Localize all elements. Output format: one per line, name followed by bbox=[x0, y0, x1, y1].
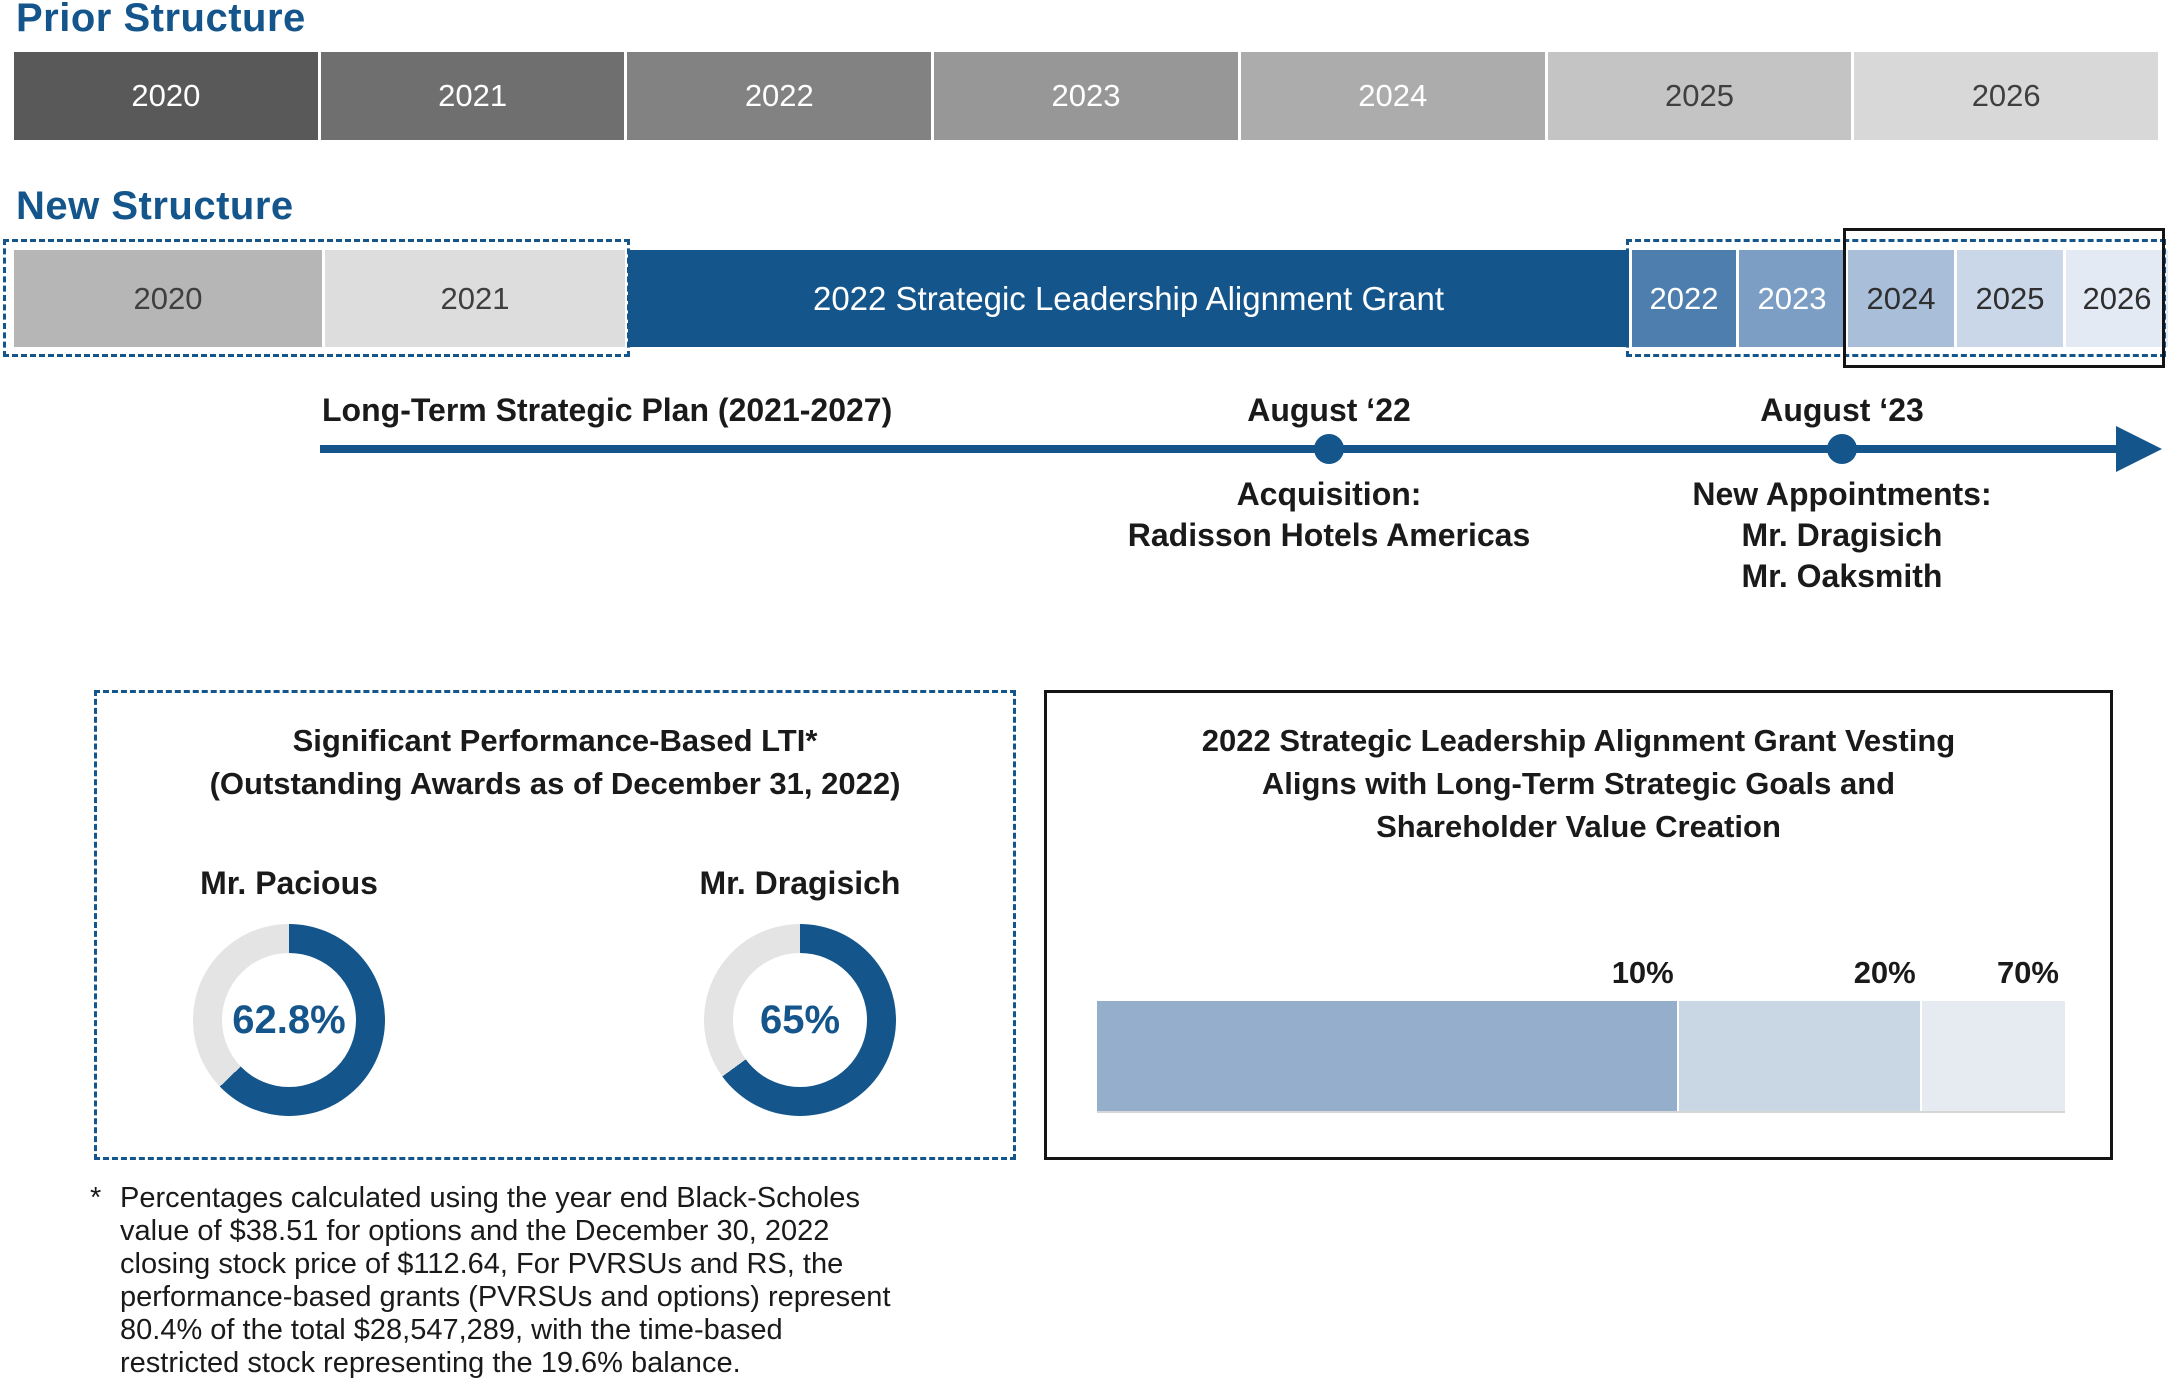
new-year-segment: 2020 bbox=[14, 250, 322, 347]
vesting-bar bbox=[1097, 1001, 2065, 1113]
new-year-segment: 2025 bbox=[1957, 250, 2063, 347]
donut-name: Mr. Dragisich bbox=[699, 865, 901, 901]
new-year-segment: 2023 bbox=[1739, 250, 1845, 347]
vesting-label: 70% bbox=[1996, 955, 2059, 990]
lti-panel-title: Significant Performance-Based LTI* (Outs… bbox=[209, 723, 901, 801]
footnote: * Percentages calculated using the year … bbox=[90, 1182, 891, 1380]
timeline-line bbox=[320, 445, 2122, 453]
vesting-labels-row: 10% 20% 70% bbox=[1097, 955, 2065, 991]
grant-segment: 2022 Strategic Leadership Alignment Gran… bbox=[628, 250, 1629, 347]
donut-value: 65% bbox=[759, 997, 841, 1042]
milestone-date: August ‘23 bbox=[1760, 392, 1924, 428]
donut-chart-dragisich: 65% bbox=[704, 924, 896, 1116]
milestone-dot bbox=[1314, 434, 1344, 464]
vesting-label: 20% bbox=[1853, 955, 1916, 990]
new-year-segment: 2022 bbox=[1632, 250, 1736, 347]
donut-value: 62.8% bbox=[232, 997, 346, 1042]
prior-year-segment: 2022 bbox=[627, 52, 932, 140]
prior-year-segment: 2021 bbox=[320, 52, 625, 140]
timeline-plan-label: Long-Term Strategic Plan (2021-2027) bbox=[322, 392, 893, 428]
prior-year-segment: 2025 bbox=[1547, 52, 1852, 140]
vesting-label: 10% bbox=[1611, 955, 1674, 990]
new-year-segment: 2026 bbox=[2066, 250, 2168, 347]
prior-year-segment: 2023 bbox=[934, 52, 1238, 140]
vesting-segment bbox=[1922, 1001, 2065, 1111]
donut-name: Mr. Pacious bbox=[200, 865, 378, 901]
new-year-segment: 2024 bbox=[1848, 250, 1954, 347]
prior-structure-heading: Prior Structure bbox=[16, 0, 306, 40]
vesting-segment bbox=[1097, 1001, 1678, 1111]
new-year-segment: 2021 bbox=[325, 250, 625, 347]
footnote-marker: * bbox=[90, 1182, 102, 1214]
new-structure-heading: New Structure bbox=[16, 184, 294, 228]
prior-year-segment: 2024 bbox=[1240, 52, 1545, 140]
vesting-panel: 2022 Strategic Leadership Alignment Gran… bbox=[1044, 690, 2113, 1160]
lti-panel: Significant Performance-Based LTI* (Outs… bbox=[94, 690, 1016, 1160]
donut-chart-pacious: 62.8% bbox=[193, 924, 385, 1116]
arrow-right-icon bbox=[2116, 426, 2162, 472]
prior-year-segment: 2020 bbox=[14, 52, 318, 140]
milestone-detail: Acquisition: Radisson Hotels Americas bbox=[1127, 476, 1531, 553]
prior-structure-bar: 2020 2021 2022 2023 2024 2025 2026 bbox=[14, 52, 2159, 140]
prior-year-segment: 2026 bbox=[1854, 52, 2159, 140]
milestone-detail: New Appointments: Mr. Dragisich Mr. Oaks… bbox=[1692, 476, 1992, 594]
footnote-text: Percentages calculated using the year en… bbox=[120, 1182, 891, 1379]
vesting-segment bbox=[1679, 1001, 1921, 1111]
vesting-panel-title: 2022 Strategic Leadership Alignment Gran… bbox=[1201, 723, 1956, 844]
new-structure-bar: 2020 2021 2022 Strategic Leadership Alig… bbox=[14, 250, 2168, 347]
milestone-date: August ‘22 bbox=[1247, 392, 1411, 428]
milestone-dot bbox=[1827, 434, 1857, 464]
